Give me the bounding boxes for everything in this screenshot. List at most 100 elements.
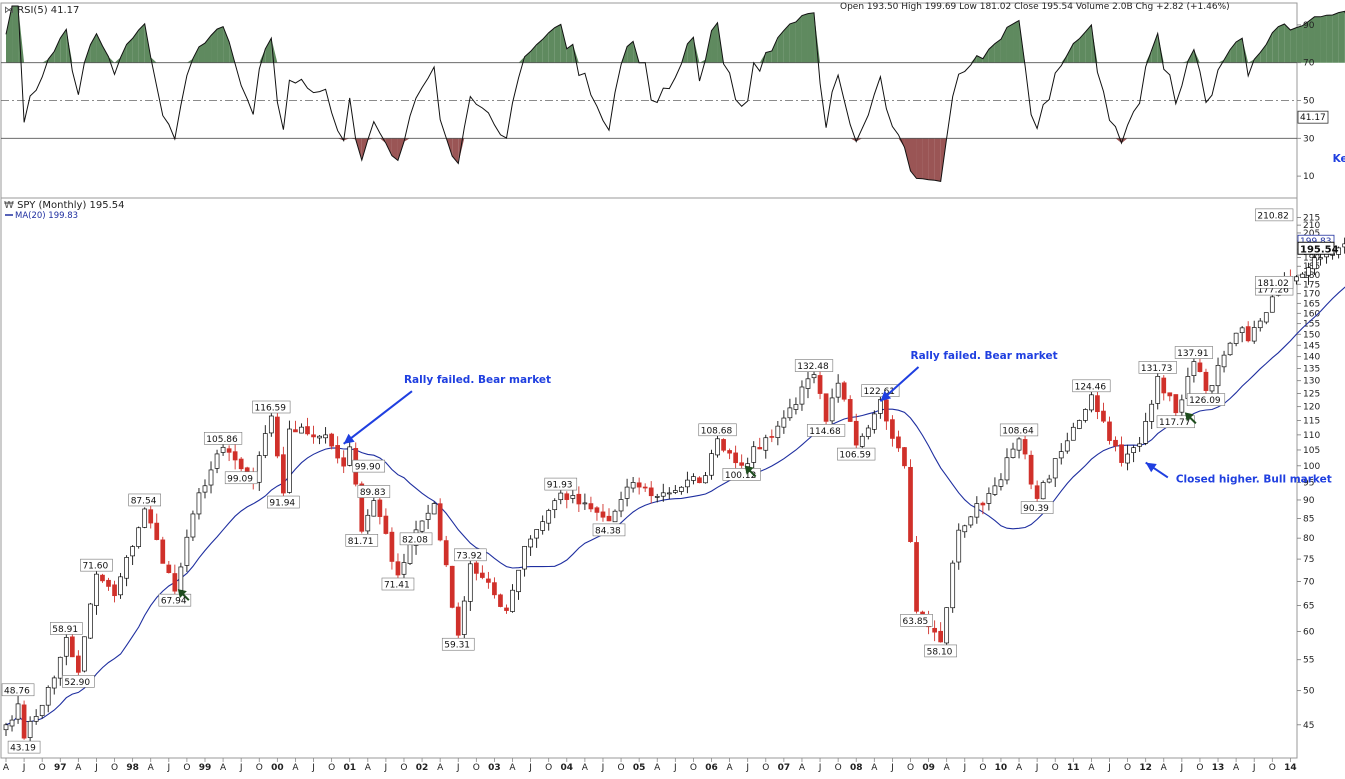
rsi-overbought-fill bbox=[1315, 17, 1321, 63]
candle-body bbox=[16, 704, 20, 719]
price-tick-label: 170 bbox=[1303, 290, 1320, 300]
candle-body bbox=[119, 577, 123, 595]
candle-body bbox=[703, 476, 707, 483]
candle-body bbox=[263, 434, 267, 456]
candle-body bbox=[565, 494, 569, 500]
candle-body bbox=[1216, 365, 1220, 385]
price-label: 71.41 bbox=[384, 581, 410, 591]
x-tick-label: 13 bbox=[1212, 763, 1225, 773]
candle-body bbox=[945, 608, 949, 643]
x-tick-label: A bbox=[654, 763, 661, 773]
x-tick-label: O bbox=[1124, 763, 1131, 773]
candle-body bbox=[812, 375, 816, 378]
candle-body bbox=[70, 637, 74, 657]
candle-body bbox=[794, 404, 798, 409]
candle-body bbox=[999, 480, 1003, 487]
candle-body bbox=[752, 447, 756, 463]
candle-body bbox=[571, 495, 575, 498]
price-label: 91.94 bbox=[269, 499, 295, 509]
candle-body bbox=[269, 416, 273, 433]
candle-body bbox=[299, 427, 303, 433]
candle-body bbox=[806, 379, 810, 389]
candle-body bbox=[951, 563, 955, 608]
price-label: 108.68 bbox=[701, 426, 733, 436]
candle-body bbox=[878, 400, 882, 414]
x-tick-label: J bbox=[1180, 763, 1184, 773]
candle-body bbox=[511, 590, 515, 611]
price-tick-label: 70 bbox=[1303, 577, 1315, 587]
x-tick-label: 06 bbox=[705, 763, 718, 773]
candle-body bbox=[896, 437, 900, 448]
candle-body bbox=[342, 458, 346, 466]
x-tick-label: J bbox=[456, 763, 460, 773]
candle-body bbox=[1168, 393, 1172, 396]
candle-body bbox=[884, 400, 888, 421]
candle-body bbox=[1210, 385, 1214, 391]
candle-body bbox=[890, 420, 894, 439]
rsi-overbought-fill bbox=[217, 27, 223, 63]
candle-body bbox=[1222, 355, 1226, 367]
candle-body bbox=[318, 436, 322, 438]
x-tick-label: 07 bbox=[778, 763, 791, 773]
price-label: 116.59 bbox=[255, 404, 287, 414]
candle-body bbox=[293, 430, 297, 432]
price-tick-label: 140 bbox=[1303, 353, 1320, 363]
x-tick-label: A bbox=[582, 763, 589, 773]
candle-body bbox=[872, 414, 876, 429]
candle-body bbox=[776, 426, 780, 437]
candle-body bbox=[432, 504, 436, 514]
rsi-oversold-fill bbox=[917, 138, 923, 179]
candle-body bbox=[1264, 313, 1268, 322]
rsi-overbought-fill bbox=[1339, 11, 1345, 62]
candle-body bbox=[685, 480, 689, 487]
x-tick-label: O bbox=[618, 763, 625, 773]
price-tick-label: 45 bbox=[1303, 721, 1314, 731]
candle-body bbox=[722, 439, 726, 450]
candle-body bbox=[1192, 362, 1196, 376]
x-tick-label: O bbox=[1269, 763, 1276, 773]
candle-body bbox=[836, 383, 840, 397]
x-tick-label: 09 bbox=[922, 763, 935, 773]
x-tick-label: J bbox=[673, 763, 677, 773]
x-tick-label: A bbox=[365, 763, 372, 773]
candle-body bbox=[221, 447, 225, 452]
candle-body bbox=[1252, 327, 1256, 341]
rsi-tick-label: 50 bbox=[1303, 97, 1315, 107]
candle-body bbox=[1174, 395, 1178, 413]
candle-body bbox=[275, 417, 279, 456]
candle-body bbox=[697, 478, 701, 483]
price-tick-label: 65 bbox=[1303, 602, 1314, 612]
candle-body bbox=[336, 445, 340, 458]
price-label: 63.85 bbox=[903, 617, 929, 627]
x-tick-label: O bbox=[690, 763, 697, 773]
rsi-overbought-fill bbox=[808, 13, 814, 63]
candle-body bbox=[854, 421, 858, 445]
candle-body bbox=[613, 511, 617, 522]
x-tick-label: O bbox=[400, 763, 407, 773]
candle-body bbox=[710, 454, 714, 476]
candle-body bbox=[366, 515, 370, 531]
x-tick-label: 08 bbox=[850, 763, 863, 773]
candle-body bbox=[915, 542, 919, 611]
x-tick-label: A bbox=[1233, 763, 1240, 773]
candle-body bbox=[987, 493, 991, 503]
price-label: 67.94 bbox=[161, 597, 187, 607]
rsi-overbought-fill bbox=[790, 22, 796, 63]
x-tick-label: J bbox=[745, 763, 749, 773]
candle-body bbox=[601, 512, 605, 517]
candle-body bbox=[287, 429, 291, 492]
candle-body bbox=[348, 447, 352, 465]
price-tick-label: 80 bbox=[1303, 534, 1315, 544]
candle-body bbox=[4, 725, 8, 730]
candle-body bbox=[191, 514, 195, 537]
ma-legend: MA(20) 199.83 bbox=[15, 211, 78, 221]
candle-body bbox=[529, 539, 533, 547]
candle-body bbox=[1065, 441, 1069, 451]
x-tick-label: O bbox=[473, 763, 480, 773]
rsi-overbought-fill bbox=[1321, 15, 1327, 62]
price-tick-label: 55 bbox=[1303, 656, 1314, 666]
candle-body bbox=[1228, 343, 1232, 354]
price-tick-label: 110 bbox=[1303, 431, 1320, 441]
candle-body bbox=[1101, 411, 1105, 421]
price-label: 84.38 bbox=[595, 526, 621, 536]
